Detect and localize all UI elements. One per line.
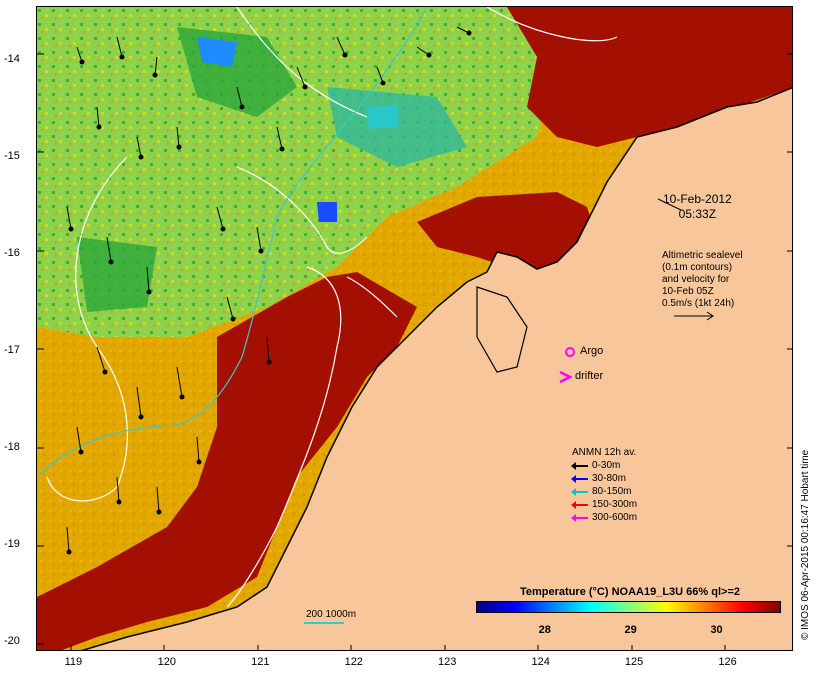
sealevel-note: Altimetric sealevel (0.1m contours) and … [662,250,743,310]
arrow-swatch-icon [571,501,588,509]
latitude-tick-label: -14 [4,53,20,66]
anmn-legend-item: 30-80m [571,472,637,485]
arrow-swatch-icon [571,475,588,483]
land-mainland [81,87,792,650]
latitude-tick-label: -16 [4,247,20,260]
argo-marker-icon [565,347,575,357]
isobath-scale-label: 200 1000m [306,609,357,620]
imos-credit: © IMOS 06-Apr-2015 00:16:47 Hobart time [800,449,811,640]
isobath-contour [37,7,428,478]
anmn-legend-item: 300-600m [571,511,638,524]
anmn-legend-label: 30-80m [592,473,626,484]
longitude-tick-label: 121 [251,656,270,668]
anmn-legend-item: 80-150m [571,485,637,498]
temperature-colorbar [476,601,781,613]
longitude-tick-label: 124 [531,656,550,668]
longitude-tick-label: 126 [718,656,737,668]
datestamp-time: 05:33Z [678,207,717,221]
drifter-marker-icon [559,370,573,384]
anmn-legend-item: 0-30m [571,459,637,472]
anmn-legend-title: ANMN 12h av. [572,447,637,458]
latitude-tick-label: -19 [4,538,20,551]
colorbar-tick-label: 28 [538,624,551,636]
longitude-tick-label: 122 [344,656,363,668]
warm-sst-region-south [37,272,417,650]
sealevel-note-line: and velocity for [662,274,730,285]
anmn-legend-label: 150-300m [592,499,638,510]
colorbar-title: Temperature (°C) NOAA19_L3U 66% ql>=2 [520,586,740,598]
latitude-tick-label: -17 [4,344,20,357]
sealevel-note-line: 0.5m/s (1kt 24h) [662,298,735,309]
warm-sst-region-central [417,192,597,277]
anmn-legend-label: 0-30m [592,460,621,471]
velocity-arrows [66,26,472,555]
sealevel-note-line: (0.1m contours) [662,262,733,273]
drifter-legend-label: drifter [575,370,604,382]
longitude-tick-label: 123 [438,656,457,668]
sst-map [37,7,792,650]
anmn-legend-item: 150-300m [571,498,638,511]
arrow-swatch-icon [571,488,588,496]
longitude-tick-label: 119 [64,656,83,668]
latitude-tick-label: -20 [4,635,20,648]
map-frame[interactable] [36,6,793,651]
latitude-tick-label: -15 [4,150,20,163]
colorbar-tick-label: 30 [710,624,723,636]
arrow-swatch-icon [571,462,588,470]
arrow-swatch-icon [571,514,588,522]
colorbar-tick-label: 29 [624,624,637,636]
isobath-scale-line [304,622,344,624]
sealevel-note-line: Altimetric sealevel [662,250,743,261]
latitude-tick-label: -18 [4,441,20,454]
sealevel-note-line: 10-Feb 05Z [662,286,714,297]
datestamp: 10-Feb-2012 05:33Z [663,192,732,222]
velocity-reference-arrow [674,311,714,321]
longitude-tick-label: 120 [157,656,177,668]
anmn-legend: ANMN 12h av. 0-30m 30-80m 80-150m 150-300m 3… [571,446,638,524]
longitude-tick-label: 125 [624,656,644,668]
sealevel-contour [46,156,128,502]
datestamp-date: 10-Feb-2012 [663,192,732,206]
tick-marks [37,53,792,650]
anmn-legend-label: 300-600m [592,512,638,523]
anmn-legend-label: 80-150m [592,486,632,497]
argo-legend-label: Argo [580,345,604,357]
